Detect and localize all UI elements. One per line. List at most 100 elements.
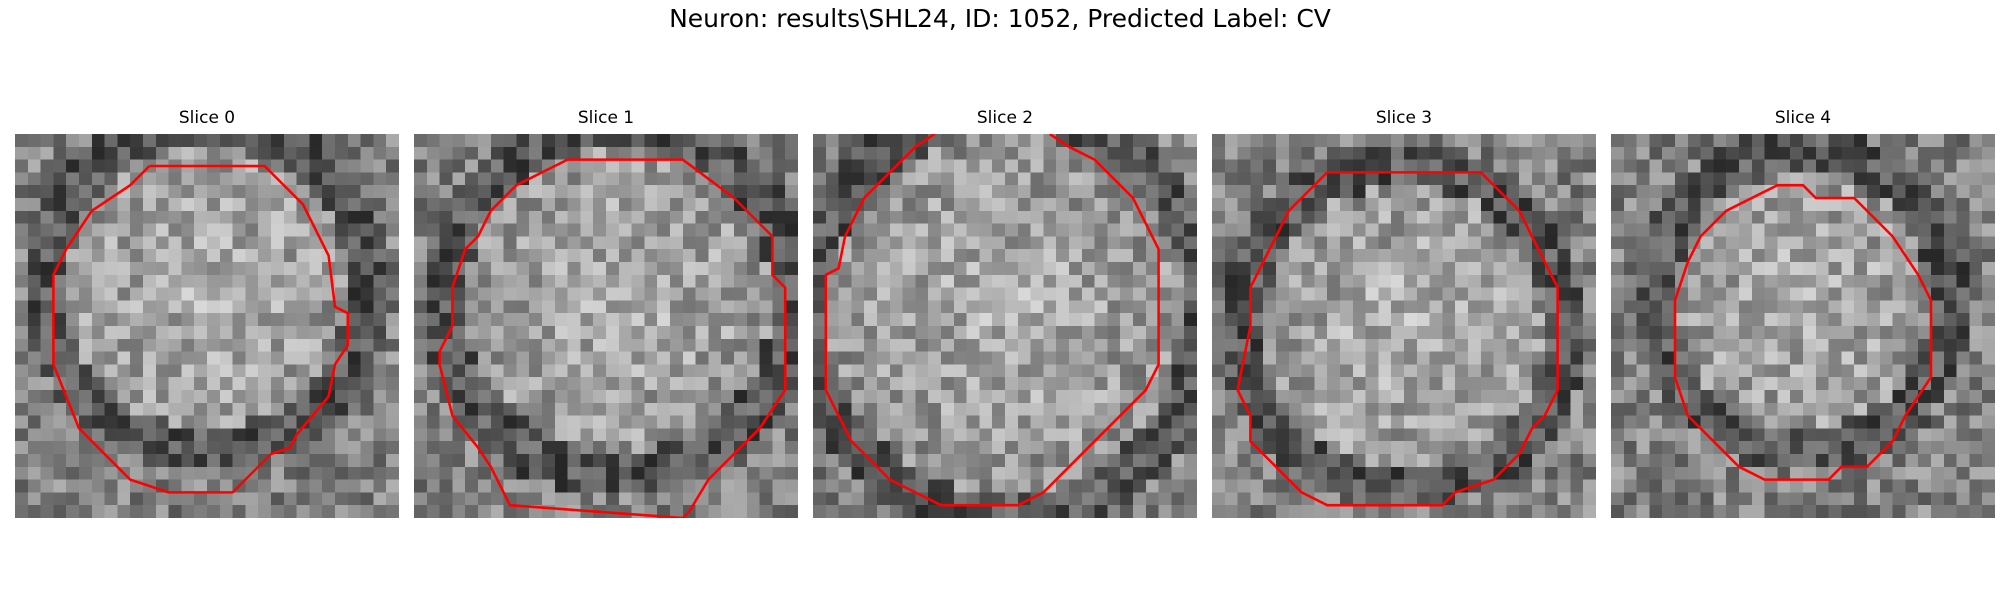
pixel-cell	[1378, 210, 1392, 224]
pixel-cell	[1739, 249, 1753, 263]
pixel-cell	[1570, 146, 1584, 160]
pixel-cell	[1519, 415, 1533, 429]
pixel-cell	[1107, 428, 1121, 442]
pixel-cell	[1583, 466, 1596, 480]
pixel-cell	[207, 415, 221, 429]
pixel-cell	[1557, 479, 1571, 493]
pixel-cell	[772, 505, 786, 518]
pixel-cell	[1636, 326, 1650, 340]
pixel-cell	[1069, 313, 1083, 327]
pixel-cell	[283, 338, 297, 352]
pixel-cell	[1314, 428, 1328, 442]
pixel-cell	[309, 338, 323, 352]
pixel-cell	[1094, 287, 1108, 301]
pixel-cell	[1352, 364, 1366, 378]
pixel-cell	[1687, 351, 1701, 365]
pixel-cell	[877, 326, 891, 340]
pixel-cell	[593, 274, 607, 288]
pixel-cell	[708, 146, 722, 160]
pixel-cell	[785, 351, 798, 365]
pixel-cell	[1943, 415, 1957, 429]
pixel-cell	[1867, 441, 1881, 455]
pixel-cell	[1751, 313, 1765, 327]
pixel-cell	[1480, 223, 1494, 237]
pixel-cell	[708, 479, 722, 493]
pixel-cell	[271, 377, 285, 391]
pixel-cell	[1480, 351, 1494, 365]
pixel-cell	[979, 402, 993, 416]
pixel-cell	[1662, 146, 1676, 160]
pixel-cell	[915, 274, 929, 288]
pixel-cell	[682, 223, 696, 237]
pixel-cell	[593, 236, 607, 250]
pixel-cell	[117, 262, 131, 276]
pixel-cell	[296, 338, 310, 352]
pixel-cell	[1790, 479, 1804, 493]
pixel-cell	[168, 146, 182, 160]
pixel-cell	[1700, 441, 1714, 455]
pixel-cell	[503, 172, 517, 186]
pixel-cell	[1892, 492, 1906, 506]
pixel-cell	[1982, 466, 1995, 480]
pixel-cell	[465, 146, 479, 160]
pixel-cell	[1879, 274, 1893, 288]
pixel-cell	[1777, 223, 1791, 237]
pixel-cell	[478, 146, 492, 160]
pixel-cell	[953, 492, 967, 506]
pixel-cell	[1442, 249, 1456, 263]
pixel-cell	[143, 351, 157, 365]
pixel-cell	[1005, 377, 1019, 391]
pixel-cell	[554, 364, 568, 378]
pixel-cell	[1649, 505, 1663, 518]
pixel-cell	[618, 351, 632, 365]
pixel-cell	[1815, 159, 1829, 173]
pixel-cell	[1687, 454, 1701, 468]
pixel-cell	[1649, 338, 1663, 352]
pixel-cell	[1931, 262, 1945, 276]
pixel-cell	[877, 249, 891, 263]
pixel-cell	[928, 262, 942, 276]
pixel-cell	[439, 505, 453, 518]
pixel-cell	[1081, 377, 1095, 391]
pixel-cell	[232, 236, 246, 250]
pixel-cell	[1918, 172, 1932, 186]
pixel-cell	[1184, 134, 1197, 148]
pixel-cell	[1043, 351, 1057, 365]
pixel-cell	[1532, 351, 1546, 365]
pixel-cell	[966, 466, 980, 480]
pixel-cell	[554, 249, 568, 263]
slice-image	[15, 134, 399, 518]
pixel-cell	[1442, 441, 1456, 455]
pixel-cell	[1790, 159, 1804, 173]
pixel-cell	[1777, 249, 1791, 263]
pixel-cell	[1094, 249, 1108, 263]
pixel-cell	[1327, 262, 1341, 276]
pixel-cell	[335, 454, 349, 468]
pixel-cell	[66, 454, 80, 468]
pixel-cell	[838, 338, 852, 352]
pixel-cell	[1905, 505, 1919, 518]
pixel-cell	[759, 428, 773, 442]
pixel-cell	[1905, 338, 1919, 352]
pixel-cell	[1636, 210, 1650, 224]
pixel-cell	[1340, 274, 1354, 288]
pixel-cell	[66, 377, 80, 391]
pixel-cell	[529, 159, 543, 173]
pixel-cell	[155, 185, 169, 199]
pixel-cell	[1212, 351, 1226, 365]
pixel-cell	[309, 479, 323, 493]
pixel-cell	[1623, 185, 1637, 199]
pixel-cell	[1416, 492, 1430, 506]
pixel-cell	[554, 262, 568, 276]
pixel-cell	[1611, 223, 1625, 237]
pixel-cell	[360, 492, 374, 506]
pixel-cell	[902, 377, 916, 391]
pixel-cell	[721, 428, 735, 442]
pixel-cell	[168, 364, 182, 378]
pixel-cell	[1557, 466, 1571, 480]
pixel-cell	[360, 364, 374, 378]
pixel-cell	[1790, 364, 1804, 378]
pixel-cell	[1391, 479, 1405, 493]
pixel-cell	[1854, 274, 1868, 288]
pixel-cell	[1378, 326, 1392, 340]
